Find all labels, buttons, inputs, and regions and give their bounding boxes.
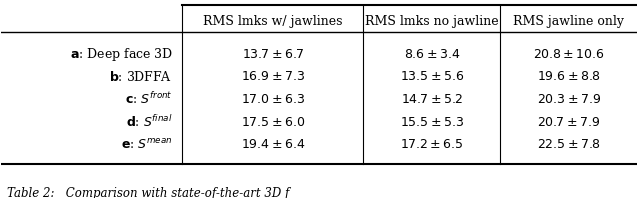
Text: $17.5 \pm 6.0$: $17.5 \pm 6.0$ bbox=[241, 116, 305, 129]
Text: $20.3 \pm 7.9$: $20.3 \pm 7.9$ bbox=[537, 93, 601, 106]
Text: $13.5 \pm 5.6$: $13.5 \pm 5.6$ bbox=[400, 70, 464, 83]
Text: $13.7 \pm 6.7$: $13.7 \pm 6.7$ bbox=[242, 48, 304, 61]
Text: RMS jawline only: RMS jawline only bbox=[513, 15, 624, 28]
Text: $\mathbf{e}$: $S^{mean}$: $\mathbf{e}$: $S^{mean}$ bbox=[121, 138, 173, 152]
Text: $\mathbf{b}$: 3DFFA: $\mathbf{b}$: 3DFFA bbox=[109, 70, 173, 84]
Text: Table 2:   Comparison with state-of-the-art 3D f: Table 2: Comparison with state-of-the-ar… bbox=[7, 187, 289, 198]
Text: $15.5 \pm 5.3$: $15.5 \pm 5.3$ bbox=[400, 116, 464, 129]
Text: $20.7 \pm 7.9$: $20.7 \pm 7.9$ bbox=[537, 116, 600, 129]
Text: $19.6 \pm 8.8$: $19.6 \pm 8.8$ bbox=[537, 70, 600, 83]
Text: RMS lmks no jawline: RMS lmks no jawline bbox=[365, 15, 499, 28]
Text: $17.2 \pm 6.5$: $17.2 \pm 6.5$ bbox=[400, 138, 463, 151]
Text: $14.7 \pm 5.2$: $14.7 \pm 5.2$ bbox=[401, 93, 463, 106]
Text: $22.5 \pm 7.8$: $22.5 \pm 7.8$ bbox=[537, 138, 600, 151]
Text: $16.9 \pm 7.3$: $16.9 \pm 7.3$ bbox=[241, 70, 305, 83]
Text: $\mathbf{c}$: $S^{front}$: $\mathbf{c}$: $S^{front}$ bbox=[125, 91, 173, 108]
Text: $8.6 \pm 3.4$: $8.6 \pm 3.4$ bbox=[404, 48, 460, 61]
Text: $20.8 \pm 10.6$: $20.8 \pm 10.6$ bbox=[533, 48, 605, 61]
Text: $17.0 \pm 6.3$: $17.0 \pm 6.3$ bbox=[241, 93, 305, 106]
Text: $\mathbf{a}$: Deep face 3D: $\mathbf{a}$: Deep face 3D bbox=[70, 46, 173, 63]
Text: $19.4 \pm 6.4$: $19.4 \pm 6.4$ bbox=[241, 138, 305, 151]
Text: RMS lmks w/ jawlines: RMS lmks w/ jawlines bbox=[203, 15, 342, 28]
Text: $\mathbf{d}$: $S^{final}$: $\mathbf{d}$: $S^{final}$ bbox=[126, 114, 173, 130]
